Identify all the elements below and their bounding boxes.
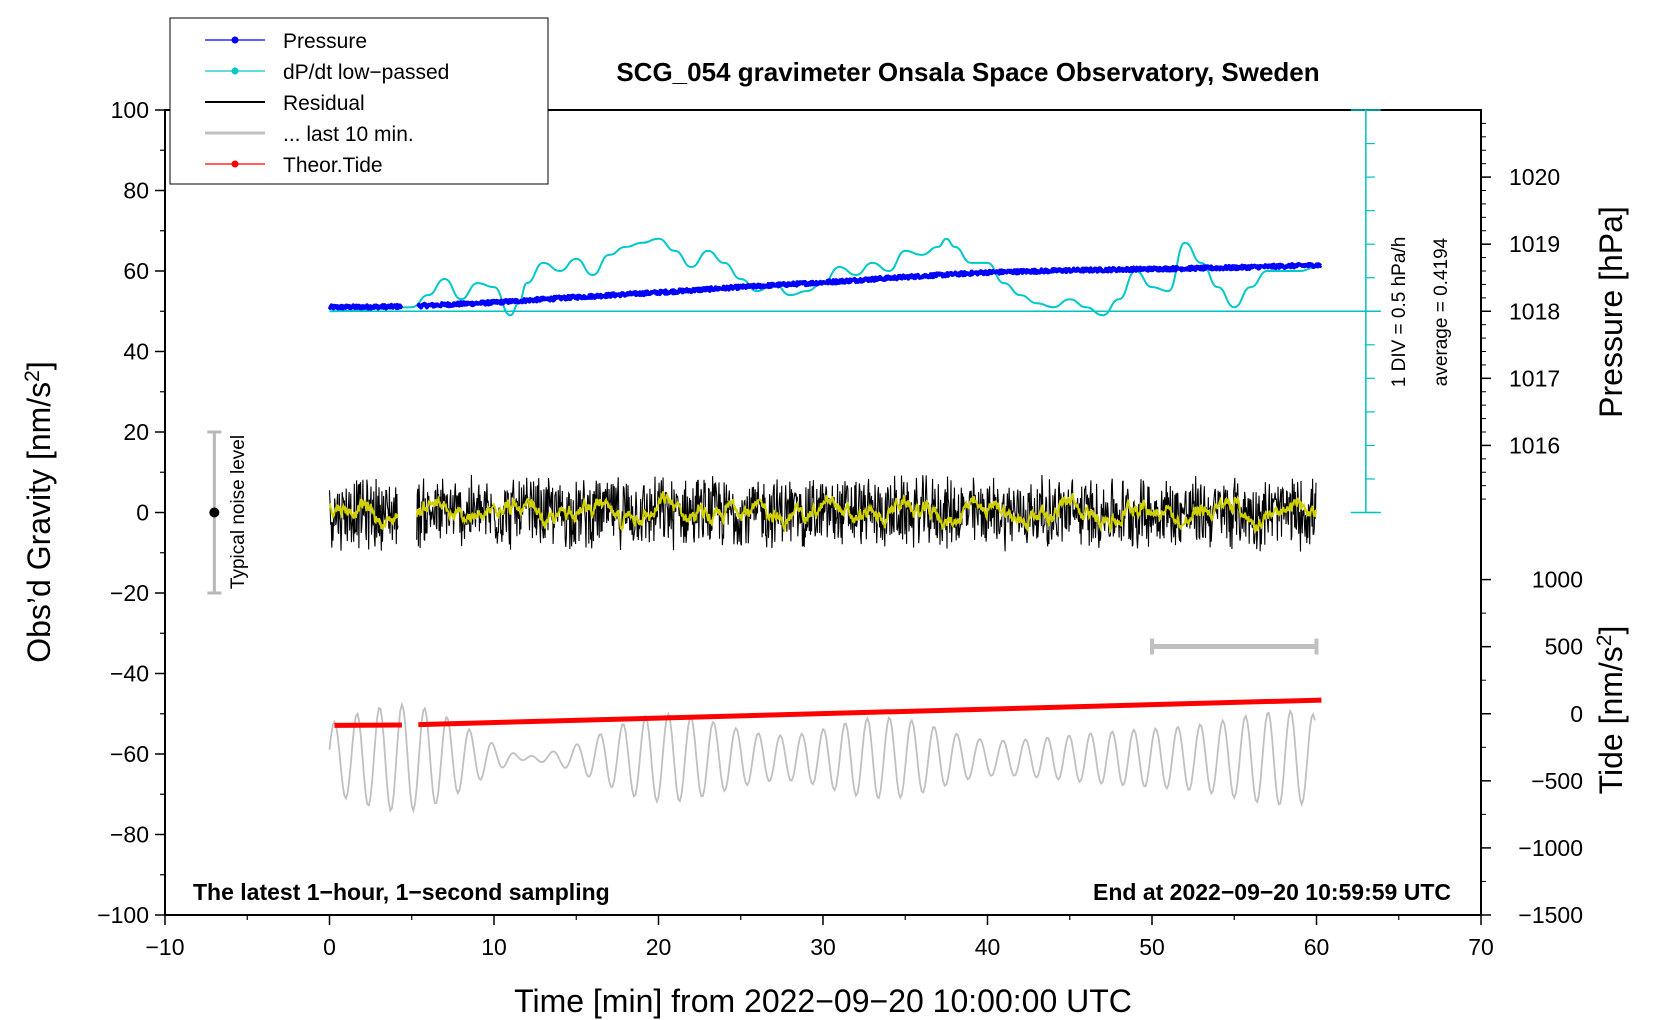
x-axis-title: Time [min] from 2022−09−20 10:00:00 UTC bbox=[514, 983, 1132, 1019]
series-residual-smoothed bbox=[415, 491, 1317, 534]
y-axis-title-sup: 2 bbox=[21, 370, 44, 382]
tide-tick-label: 500 bbox=[1545, 634, 1583, 660]
x-tick-label: 10 bbox=[481, 934, 507, 960]
chart-title: SCG_054 gravimeter Onsala Space Observat… bbox=[616, 57, 1319, 87]
pressure-tick-label: 1018 bbox=[1509, 298, 1560, 324]
y-axis-title-main: Obs’d Gravity [nm/s bbox=[21, 382, 57, 663]
series-pressure bbox=[327, 302, 404, 311]
footer-left: The latest 1−hour, 1−second sampling bbox=[193, 879, 610, 905]
y-tick-label: −80 bbox=[110, 822, 149, 848]
series-layer bbox=[207, 109, 1381, 814]
y-tick-label: −60 bbox=[110, 741, 149, 767]
legend-label-dpdt: dP/dt low−passed bbox=[283, 61, 449, 84]
y-tick-label: 80 bbox=[123, 178, 149, 204]
series-tide bbox=[418, 697, 1322, 728]
pressure-tick-label: 1019 bbox=[1509, 231, 1560, 257]
y-axis-title: Obs’d Gravity [nm/s2] bbox=[21, 361, 58, 663]
legend-marker-pressure bbox=[231, 36, 239, 44]
axis-ticks: −10 0 10 20 30 40 50 60 70−100−80−60−40−20020406… bbox=[97, 97, 1583, 960]
series-pressure bbox=[416, 261, 1323, 310]
tide-tick-label: −1500 bbox=[1518, 902, 1583, 928]
series-residual bbox=[416, 474, 1317, 552]
dpdt-average-label: average = 0.4194 bbox=[1431, 237, 1452, 386]
legend-marker-tide bbox=[231, 160, 239, 168]
noise-bar-center bbox=[209, 507, 220, 518]
x-tick-label: 20 bbox=[646, 934, 672, 960]
series-dpdt bbox=[329, 237, 1317, 317]
legend-label-residual: Residual bbox=[283, 92, 365, 115]
legend-marker-dpdt bbox=[231, 67, 239, 75]
pressure-tick-label: 1017 bbox=[1509, 365, 1560, 391]
y-tick-label: 0 bbox=[136, 500, 149, 526]
legend-label-last10: ... last 10 min. bbox=[283, 123, 414, 146]
footer-right: End at 2022−09−20 10:59:59 UTC bbox=[1093, 879, 1451, 905]
x-tick-label: 50 bbox=[1139, 934, 1165, 960]
legend-label-pressure: Pressure bbox=[283, 30, 367, 53]
tide-tick-label: −1000 bbox=[1518, 835, 1583, 861]
pressure-tick-label: 1020 bbox=[1509, 164, 1560, 190]
dpdt-div-label: 1 DIV = 0.5 hPa/h bbox=[1389, 237, 1410, 388]
y-tick-label: 40 bbox=[123, 339, 149, 365]
tide-tick-label: 0 bbox=[1570, 701, 1583, 727]
pressure-axis-title: Pressure [hPa] bbox=[1593, 206, 1629, 418]
x-tick-label: 70 bbox=[1468, 934, 1494, 960]
legend: Pressure dP/dt low−passed Residual ... l… bbox=[169, 17, 549, 185]
tide-tick-label: −500 bbox=[1531, 768, 1583, 794]
tide-tick-label: 1000 bbox=[1532, 567, 1583, 593]
x-tick-label: −10 bbox=[145, 934, 184, 960]
tide-axis-title-sup: 2 bbox=[1593, 635, 1616, 647]
y-tick-label: −100 bbox=[97, 902, 149, 928]
y-tick-label: −20 bbox=[110, 580, 149, 606]
y-tick-label: 100 bbox=[111, 97, 149, 123]
tide-axis-title-end: ] bbox=[1593, 626, 1629, 635]
y-axis-title-end: ] bbox=[21, 361, 57, 370]
x-tick-label: 0 bbox=[323, 934, 336, 960]
y-tick-label: −40 bbox=[110, 661, 149, 687]
noise-level-label: Typical noise level bbox=[228, 435, 249, 589]
x-tick-label: 40 bbox=[975, 934, 1001, 960]
y-tick-label: 60 bbox=[123, 258, 149, 284]
tide-axis-title-main: Tide [nm/s bbox=[1593, 646, 1629, 794]
legend-label-tide: Theor.Tide bbox=[283, 154, 383, 177]
y-tick-label: 20 bbox=[123, 419, 149, 445]
series-residual bbox=[328, 478, 399, 551]
tide-axis-title: Tide [nm/s2] bbox=[1593, 626, 1630, 795]
series-last10 bbox=[328, 701, 1316, 814]
x-tick-label: 60 bbox=[1304, 934, 1330, 960]
x-tick-label: 30 bbox=[810, 934, 836, 960]
pressure-tick-label: 1016 bbox=[1509, 432, 1560, 458]
series-residual-smoothed bbox=[328, 498, 399, 530]
